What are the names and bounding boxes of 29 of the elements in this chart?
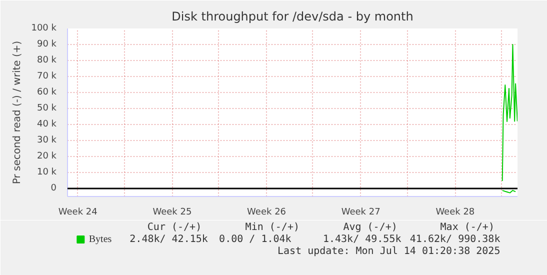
y-tick-label: 80 k [36,56,58,66]
y-tick-label: 60 k [36,88,58,98]
x-tick-label: Week 27 [341,208,380,218]
text: Cur (-/+) [147,222,202,233]
text: Min (-/+) [245,222,300,233]
x-tick-label: Week 24 [58,208,98,218]
text: Avg (-/+) [343,222,398,233]
y-axis-title: Pr second read (-) / write (+) [12,40,24,184]
y-tick-label: 20 k [36,152,58,162]
text: Last update: Mon Jul 14 01:20:38 2025 [277,246,500,257]
x-tick-label: Week 25 [152,208,192,218]
text: Max (-/+) [440,222,494,233]
line-series [502,44,518,182]
y-tick-label: 10 k [36,168,58,178]
y-tick-label: 100 k [31,24,58,34]
y-tick-label: 30 k [36,136,58,146]
y-tick-label: 0 [50,184,57,194]
text: 0.00 / 1.04k [219,234,292,245]
text: 41.62k/ 990.38k [410,234,500,245]
legend-label: Bytes [88,234,112,245]
chart-title: Disk throughput for /dev/sda - by month [172,10,414,24]
text: 2.48k/ 42.15k [130,234,208,245]
y-tick-label: 90 k [36,40,58,50]
text: 1.43k/ 49.55k [322,234,402,245]
x-tick-label: Week 28 [436,208,475,218]
y-tick-label: 40 k [36,120,58,130]
y-tick-label: 70 k [36,72,58,82]
x-tick-label: Week 26 [247,208,286,218]
y-tick-label: 50 k [36,104,58,114]
